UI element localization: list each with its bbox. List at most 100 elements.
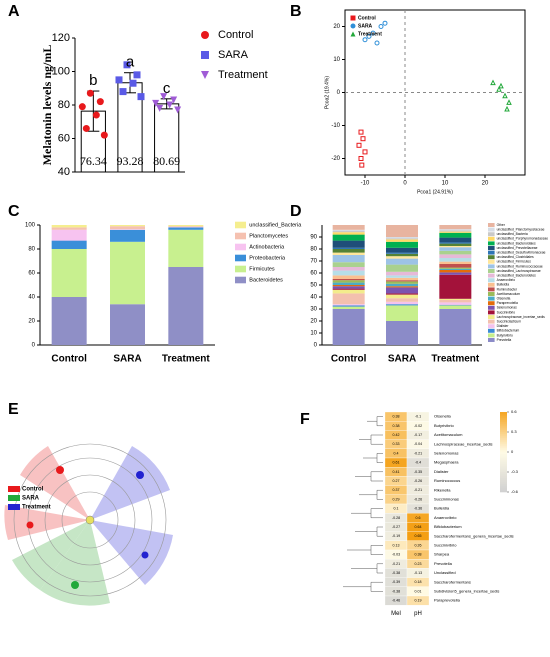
point	[358, 129, 364, 135]
legend-swatch	[488, 223, 495, 227]
y-tick-label: 10	[310, 331, 317, 337]
cell-label: -0.27	[392, 525, 400, 529]
cell-label: 0.38	[415, 553, 422, 557]
colorbar-step	[500, 418, 507, 421]
legend-swatch	[235, 265, 246, 273]
x-tick-label: -10	[361, 181, 370, 187]
x-tick-label: pH	[414, 611, 422, 617]
legend-label: Control	[218, 29, 253, 41]
colorbar-step	[500, 474, 507, 477]
legend-swatch	[488, 310, 495, 315]
cell-label: -0.46	[392, 599, 400, 603]
legend-label: unclassified_Bacteria	[497, 232, 528, 236]
colorbar-step	[500, 454, 507, 457]
y-tick-label: 80	[58, 99, 70, 111]
bar-segment	[386, 225, 418, 237]
point	[362, 37, 368, 43]
colorbar-step	[500, 452, 507, 455]
bar-segment	[168, 226, 204, 228]
y-tick-label: 120	[52, 32, 70, 44]
bar-segment	[110, 304, 145, 345]
dendrogram	[351, 563, 383, 574]
legend-label: Treatment	[218, 69, 268, 81]
bar-segment	[386, 256, 418, 259]
legend-label: unclassified_Bacteria	[249, 222, 302, 228]
legend-swatch	[488, 269, 495, 273]
cell-label: -0.36	[414, 507, 422, 511]
row-label: Butyrivibrio	[434, 423, 455, 428]
cell-label: 0.18	[415, 580, 422, 584]
legend-label: Dialister	[497, 324, 510, 328]
legend-swatch	[488, 333, 495, 338]
y-tick-label: 20	[28, 319, 35, 325]
legend-label: Ruminobacter	[497, 287, 518, 291]
legend-label: Paraprevotella	[497, 301, 518, 305]
legend-swatch	[235, 232, 246, 240]
bar-segment	[332, 267, 365, 271]
point	[78, 103, 86, 111]
bar-segment	[439, 267, 472, 269]
panel-label: D	[290, 203, 302, 220]
legend-label: Succiniclasticum	[497, 319, 522, 323]
x-tick-label: Treatment	[431, 354, 479, 365]
cell-label: 0.19	[415, 599, 422, 603]
legend-swatch	[488, 250, 495, 255]
legend-label: Control	[22, 487, 44, 493]
colorbar-step	[500, 434, 507, 437]
cell-label: 0.61	[393, 461, 400, 465]
legend-swatch	[488, 301, 495, 306]
legend-swatch	[488, 246, 495, 250]
point	[156, 104, 164, 112]
legend-label: SARA	[22, 496, 40, 502]
clade-sector	[90, 446, 170, 520]
y-tick-label: 10	[333, 57, 340, 63]
y-axis-label: Pcoa2 (19.4%)	[324, 76, 330, 109]
point	[506, 99, 512, 105]
point	[170, 96, 178, 104]
bar-segment	[439, 300, 472, 303]
panel-label: F	[300, 411, 310, 428]
legend-swatch	[488, 287, 495, 292]
legend-label: Anaerovibrio	[497, 278, 516, 282]
bar-segment	[386, 241, 418, 248]
cell-label: -0.1	[415, 415, 421, 419]
legend-swatch	[8, 486, 20, 492]
legend-swatch	[8, 504, 20, 510]
bar-segment	[332, 289, 365, 294]
point	[166, 101, 174, 109]
legend-label: unclassified_Desulfovibrionaceae	[497, 250, 546, 254]
bar-segment	[439, 247, 472, 251]
x-axis-label: Pcoa1 (24.91%)	[417, 189, 453, 195]
cell-label: 0.37	[393, 488, 400, 492]
legend-swatch	[488, 305, 495, 310]
bar-segment	[110, 229, 145, 230]
colorbar-step	[500, 430, 507, 433]
legend-label: unclassified_Clostridiales	[497, 255, 534, 259]
legend-label: Olsenella	[497, 296, 511, 300]
bar-segment	[386, 237, 418, 239]
point	[360, 136, 366, 142]
cell-label: 0.4	[394, 451, 399, 455]
y-tick-label: 100	[52, 65, 70, 77]
cell-label: 0.33	[393, 442, 400, 446]
point	[82, 124, 90, 132]
panel-label: A	[8, 3, 20, 20]
bar-segment	[386, 247, 418, 253]
x-tick-label: Control	[51, 354, 87, 365]
bar-segment	[332, 255, 365, 263]
legend-swatch	[488, 278, 495, 283]
cladogram-legend: Control SARA Treatment	[8, 486, 51, 511]
colorbar-step	[500, 414, 507, 417]
clade-node	[85, 515, 95, 525]
value-label: 76.34	[80, 154, 107, 168]
cell-label: -0.21	[414, 451, 422, 455]
y-tick-label: -10	[331, 123, 340, 129]
y-tick-label: 20	[333, 24, 340, 30]
panel-label: E	[8, 401, 19, 418]
row-label: Prevotella	[434, 561, 453, 566]
bar-segment	[386, 293, 418, 295]
cell-label: -0.21	[392, 562, 400, 566]
bar-segment	[386, 305, 418, 321]
legend-swatch	[488, 292, 495, 296]
point	[378, 24, 384, 29]
